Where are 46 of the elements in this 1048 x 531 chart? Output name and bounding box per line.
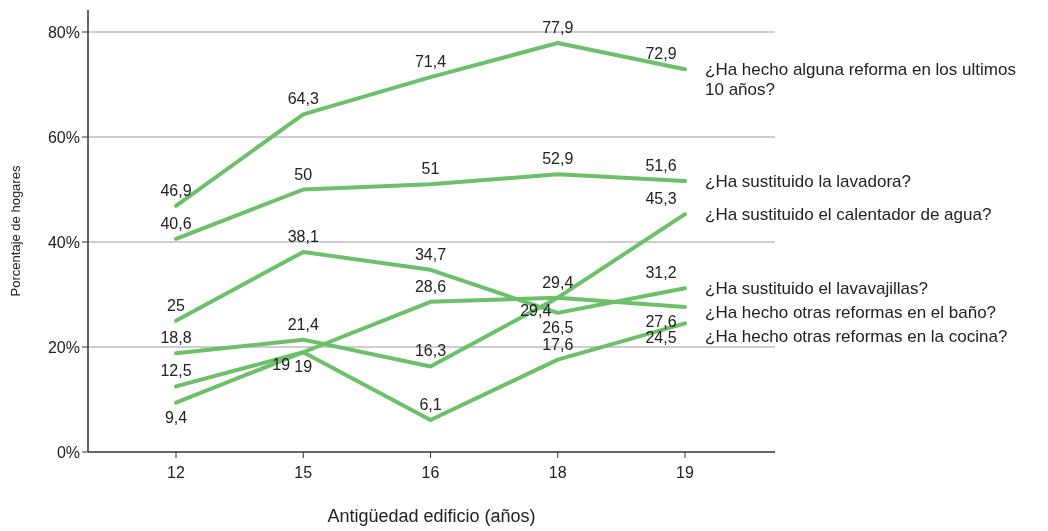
series-label: ¿Ha hecho otras reformas en el baño? bbox=[705, 303, 997, 323]
data-label: 38,1 bbox=[287, 227, 319, 245]
data-label: 77,9 bbox=[542, 19, 574, 37]
data-label: 34,7 bbox=[414, 245, 447, 263]
data-label: 29,4 bbox=[542, 273, 574, 291]
y-tick-label: 80% bbox=[47, 23, 80, 41]
data-label: 16,3 bbox=[414, 342, 447, 360]
data-label: 31,2 bbox=[645, 264, 677, 282]
data-label: 51,6 bbox=[645, 157, 677, 175]
x-tick-label: 18 bbox=[548, 464, 567, 481]
data-label: 18,8 bbox=[160, 329, 192, 347]
y-tick-label: 60% bbox=[47, 128, 80, 146]
x-axis-title: Antigüedad edificio (años) bbox=[327, 506, 536, 526]
data-label: 26,5 bbox=[542, 318, 574, 336]
series-label: ¿Ha hecho otras reformas en la cocina? bbox=[705, 327, 1008, 347]
data-label: 40,6 bbox=[160, 214, 192, 232]
data-label: 25 bbox=[167, 296, 185, 314]
data-label: 52,9 bbox=[542, 150, 574, 168]
data-label: 64,3 bbox=[287, 90, 319, 108]
series-label: ¿Ha hecho alguna reforma en los ultimos 10 años? bbox=[705, 60, 1016, 100]
data-label: 9,4 bbox=[164, 408, 188, 426]
series-label: ¿Ha sustituido el calentador de agua? bbox=[705, 205, 992, 225]
y-tick-label: 0% bbox=[56, 443, 80, 461]
data-label: 6,1 bbox=[419, 395, 442, 413]
y-axis-title: Porcentaje de hogares bbox=[8, 165, 23, 297]
x-tick-label: 15 bbox=[294, 464, 313, 481]
data-label: 17,6 bbox=[542, 335, 574, 353]
data-label: 72,9 bbox=[645, 45, 677, 63]
data-label: 71,4 bbox=[414, 53, 447, 71]
y-tick-label: 20% bbox=[47, 338, 80, 356]
data-label: 46,9 bbox=[160, 181, 192, 199]
data-label: 28,6 bbox=[414, 277, 447, 295]
data-label: 19 bbox=[294, 358, 313, 376]
data-label: 24,5 bbox=[645, 329, 677, 347]
data-label: 51 bbox=[421, 160, 440, 178]
series-label: ¿Ha sustituido la lavadora? bbox=[705, 172, 912, 192]
data-label: 27,6 bbox=[645, 313, 677, 331]
series-label: ¿Ha sustituido el lavavajillas? bbox=[705, 279, 928, 299]
x-tick-label: 12 bbox=[167, 464, 185, 481]
data-label: 12,5 bbox=[160, 362, 192, 380]
x-tick-label: 19 bbox=[676, 464, 694, 481]
data-label: 45,3 bbox=[645, 190, 677, 208]
x-tick-label: 16 bbox=[421, 464, 440, 481]
data-label: 50 bbox=[294, 165, 313, 183]
data-label: 21,4 bbox=[287, 315, 319, 333]
y-tick-label: 40% bbox=[47, 233, 80, 251]
